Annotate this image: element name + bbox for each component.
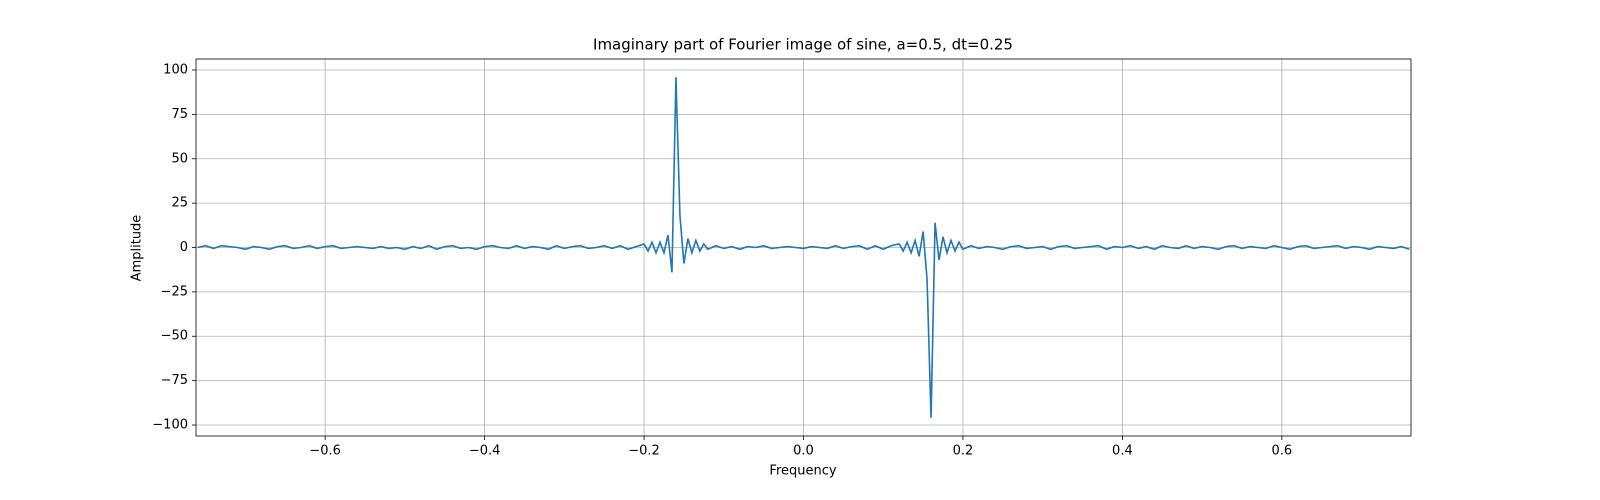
x-axis-label: Frequency [769, 464, 836, 479]
chart-title: Imaginary part of Fourier image of sine,… [593, 36, 1013, 54]
x-tick-label: −0.4 [469, 444, 501, 459]
x-tick-label: −0.2 [628, 444, 660, 459]
y-tick-label: −50 [161, 329, 188, 344]
y-tick-label: 100 [163, 63, 188, 78]
y-tick-label: −100 [152, 417, 188, 432]
x-tick-label: 0.6 [1272, 444, 1293, 459]
y-axis-label: Amplitude [130, 215, 145, 282]
y-tick-label: −25 [161, 284, 188, 299]
y-tick-label: 50 [171, 151, 188, 166]
y-tick-label: 75 [171, 107, 188, 122]
x-tick-label: 0.0 [793, 444, 814, 459]
x-tick-label: −0.6 [309, 444, 341, 459]
y-tick-label: 0 [180, 240, 188, 255]
data-line [197, 77, 1410, 418]
plot-frame [195, 58, 1412, 437]
y-tick-label: −75 [161, 373, 188, 388]
x-tick-label: 0.2 [953, 444, 974, 459]
y-tick-label: 25 [171, 196, 188, 211]
x-tick-label: 0.4 [1112, 444, 1133, 459]
